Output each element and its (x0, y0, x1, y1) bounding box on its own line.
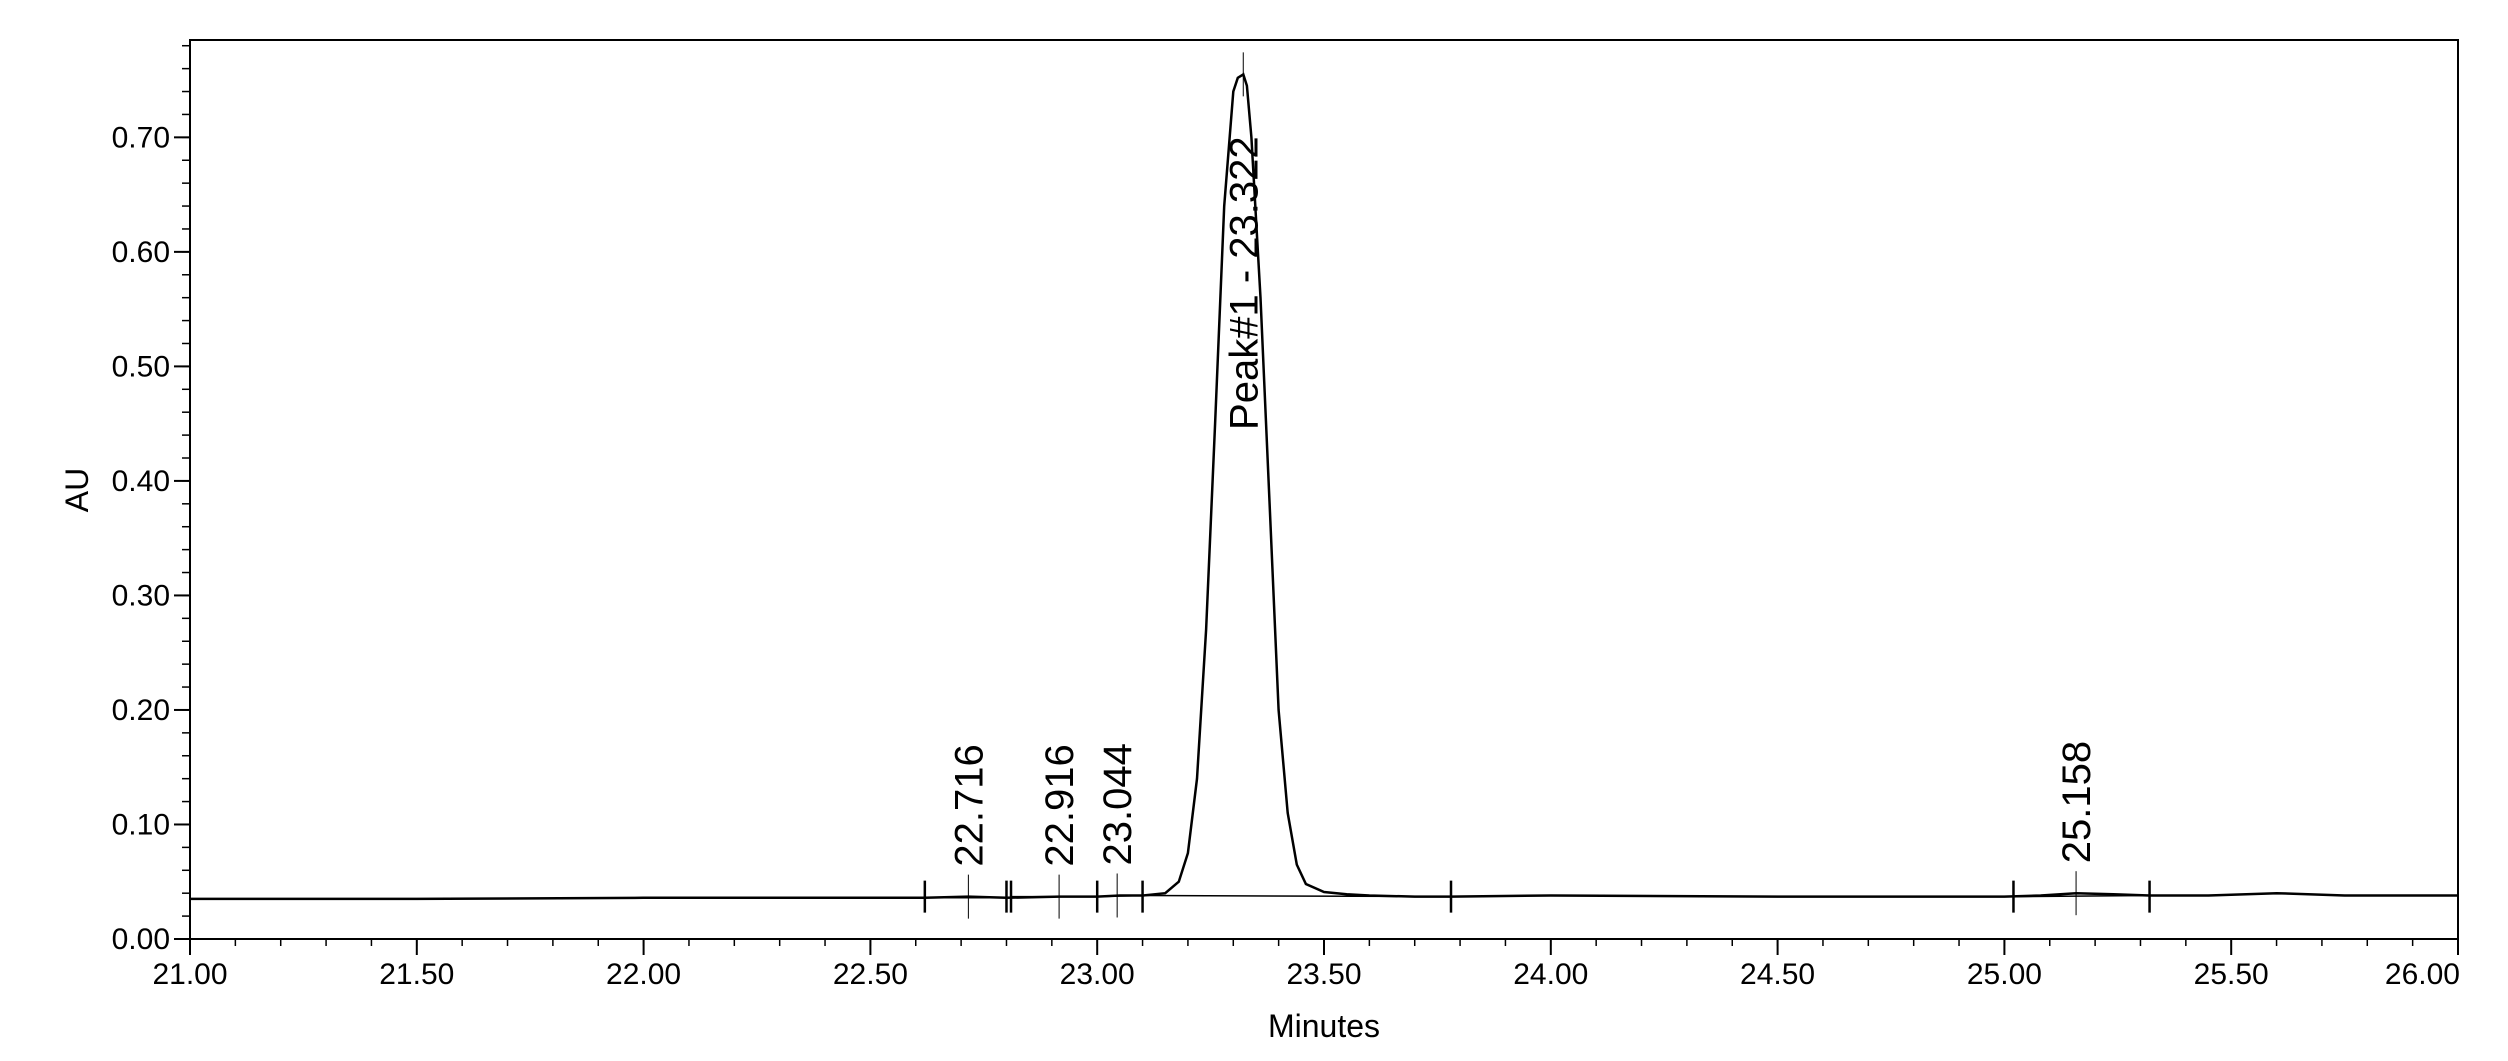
y-tick-labels: 0.00 0.10 0.20 0.30 0.40 0.50 0.60 0.70 (112, 121, 170, 956)
y-tick-label: 0.70 (112, 121, 170, 154)
x-tick-label: 22.00 (606, 958, 681, 991)
y-axis-title: AU (59, 468, 95, 512)
y-tick-label: 0.40 (112, 465, 170, 498)
peak-label: 23.044 (1096, 743, 1140, 865)
axis-ticks (174, 44, 2459, 955)
x-tick-labels: 21.00 21.50 22.00 22.50 23.00 23.50 24.00 24.50… (152, 958, 2460, 991)
integration-event-ticks (923, 880, 2151, 913)
peak-label: 22.716 (947, 744, 991, 866)
peak-label: Peak#1 - 23.322 (1222, 136, 1266, 430)
y-tick-label: 0.10 (112, 808, 170, 841)
y-tick-label: 0.00 (112, 923, 170, 956)
y-tick-label: 0.30 (112, 579, 170, 612)
peak-label: 25.158 (2055, 741, 2099, 863)
x-tick-label: 26.00 (2385, 958, 2460, 991)
x-tick-label: 23.50 (1286, 958, 1361, 991)
peak-markers (967, 52, 2077, 919)
x-tick-label: 21.00 (152, 958, 227, 991)
peak-label: 22.916 (1038, 744, 1082, 866)
plot-frame (189, 39, 2459, 940)
x-tick-label: 24.00 (1513, 958, 1588, 991)
y-tick-label: 0.60 (112, 236, 170, 269)
x-tick-label: 25.00 (1967, 958, 2042, 991)
chromatogram-trace (190, 72, 2458, 901)
x-tick-label: 24.50 (1740, 958, 1815, 991)
x-axis-title: Minutes (1268, 1008, 1380, 1044)
x-tick-label: 25.50 (2194, 958, 2269, 991)
x-tick-label: 23.00 (1060, 958, 1135, 991)
y-tick-label: 0.50 (112, 350, 170, 383)
x-tick-label: 22.50 (833, 958, 908, 991)
y-tick-label: 0.20 (112, 694, 170, 727)
peak-labels: 22.716 22.916 23.044 Peak#1 - 23.322 25.158 (947, 136, 2099, 866)
x-tick-label: 21.50 (379, 958, 454, 991)
